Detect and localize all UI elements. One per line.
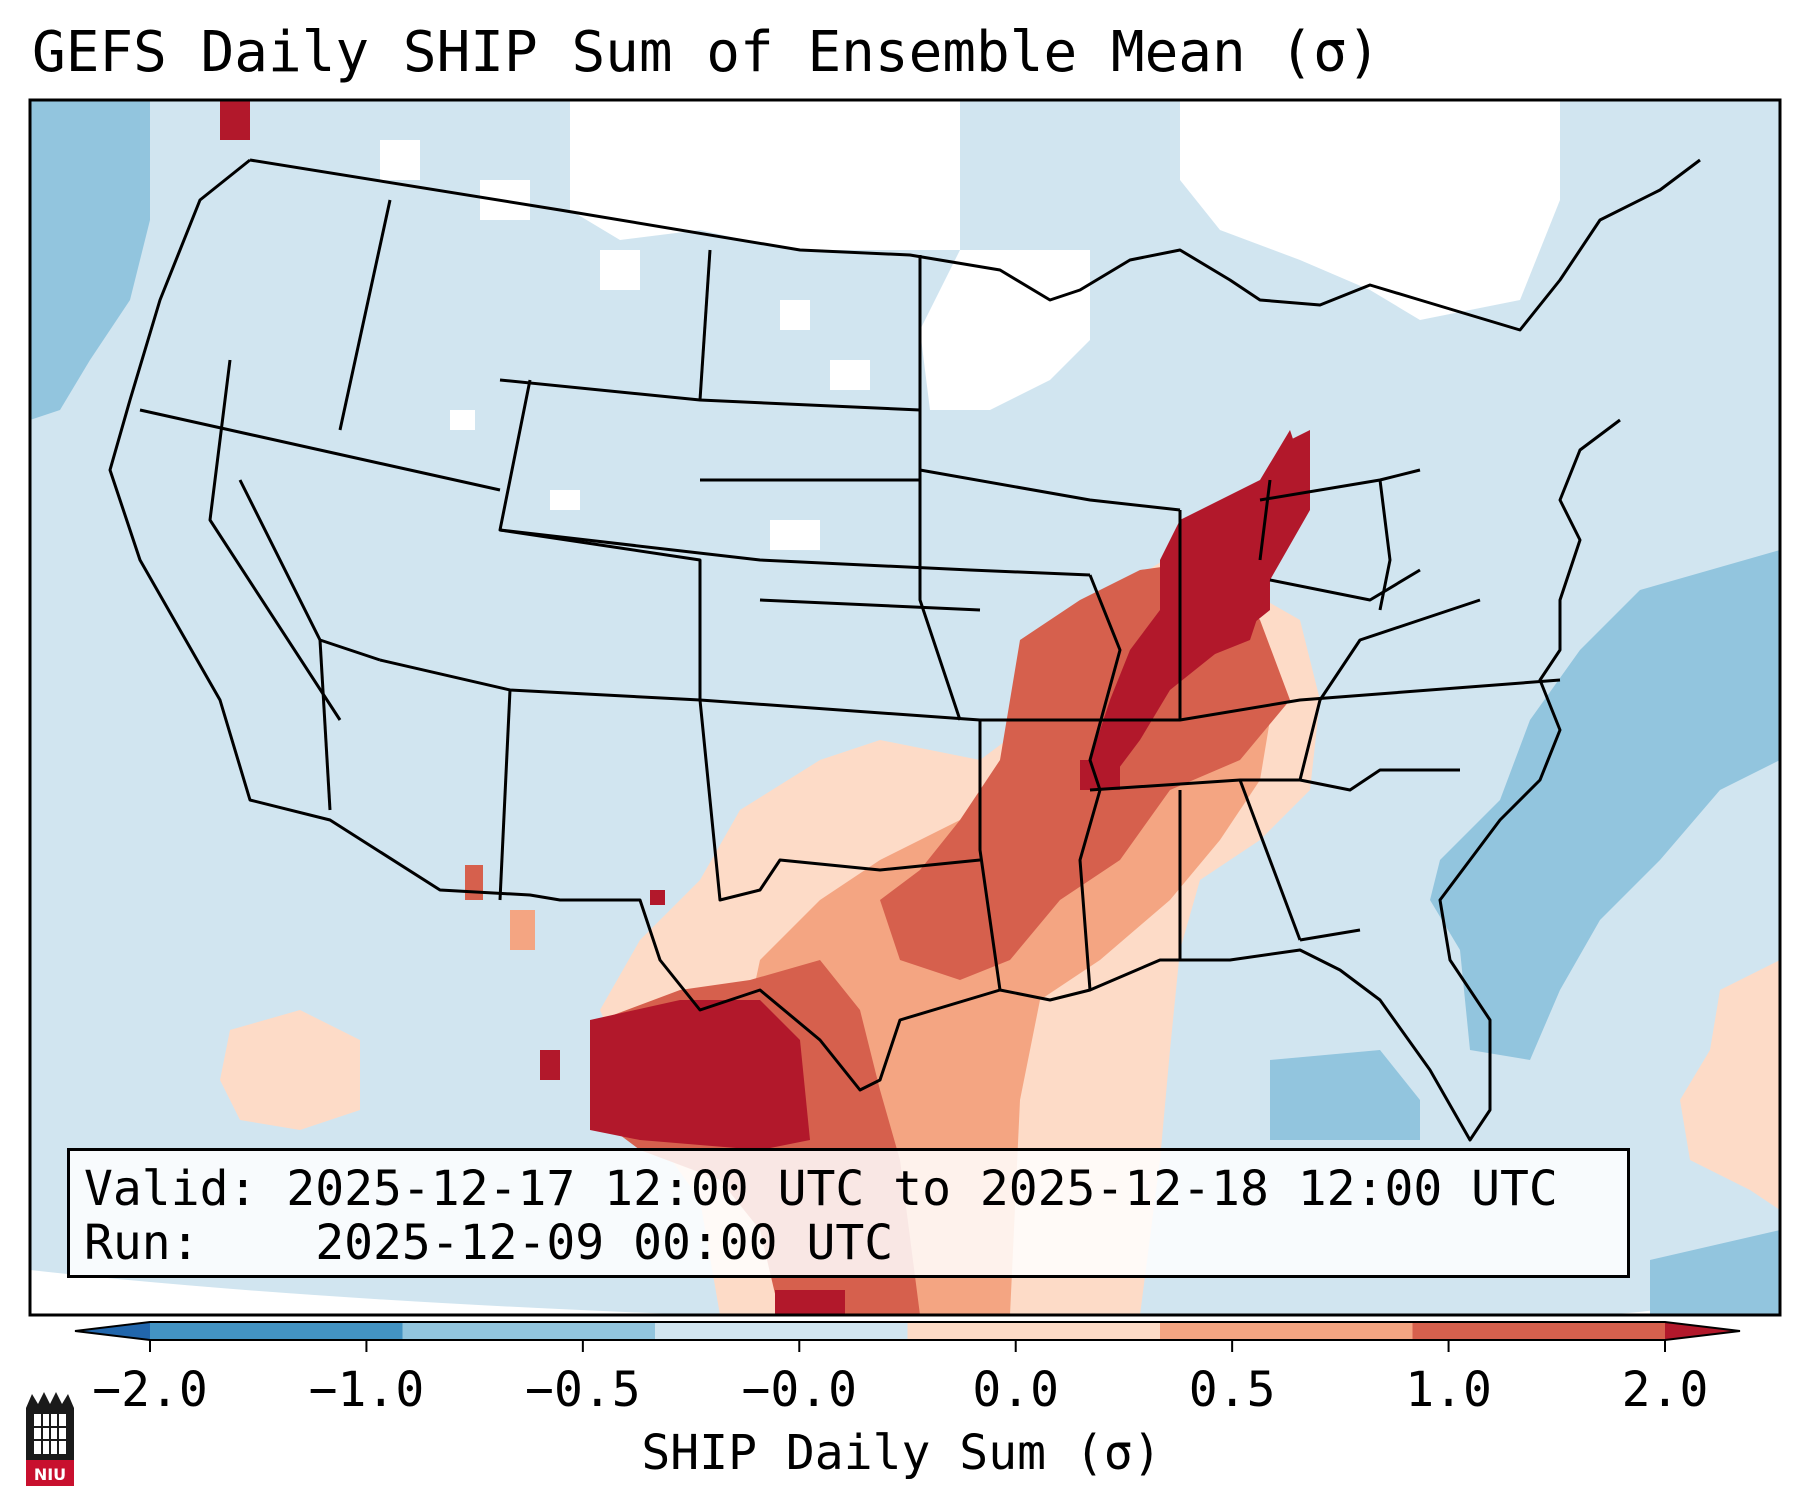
map-frame <box>28 98 1782 1317</box>
colorbar-extend-low <box>75 1322 150 1340</box>
validity-info-box: Valid: 2025-12-17 12:00 UTC to 2025-12-1… <box>67 1148 1630 1278</box>
colorbar-segment <box>907 1322 1161 1340</box>
run-value: 2025-12-09 00:00 UTC <box>315 1215 894 1271</box>
colorbar-segment <box>1412 1322 1666 1340</box>
valid-line: Valid: 2025-12-17 12:00 UTC to 2025-12-1… <box>84 1161 1558 1217</box>
colorbar-tick-label: −0.5 <box>525 1362 641 1418</box>
colorbar-tick-label: −2.0 <box>92 1362 208 1418</box>
anomaly-field <box>30 100 1780 1315</box>
boundary-lines <box>108 158 1701 1142</box>
colorbar <box>74 1321 1741 1352</box>
niu-logo: NIU <box>26 1392 74 1486</box>
run-label: Run: <box>84 1215 200 1271</box>
colorbar-segment <box>1160 1322 1413 1340</box>
map-title: GEFS Daily SHIP Sum of Ensemble Mean (σ) <box>32 20 1381 85</box>
colorbar-segment <box>150 1322 403 1340</box>
colorbar-segment <box>655 1322 908 1340</box>
colorbar-tick-label: 1.0 <box>1405 1362 1492 1418</box>
colorbar-tick-label: 2.0 <box>1621 1362 1709 1418</box>
logo-text: NIU <box>34 1465 66 1484</box>
valid-label: Valid: <box>84 1161 258 1217</box>
run-line: Run: 2025-12-09 00:00 UTC <box>84 1215 893 1271</box>
colorbar-segment <box>402 1322 656 1340</box>
colorbar-tick-label: −1.0 <box>308 1362 425 1418</box>
valid-value: 2025-12-17 12:00 UTC to 2025-12-18 12:00… <box>286 1161 1558 1217</box>
colorbar-tick-label: 0.5 <box>1188 1362 1276 1418</box>
colorbar-tick-label: 0.0 <box>972 1362 1060 1418</box>
colorbar-extend-high <box>1665 1322 1740 1340</box>
colorbar-tick-label: −0.0 <box>741 1362 858 1418</box>
colorbar-label: SHIP Daily Sum (σ) <box>641 1425 1162 1481</box>
